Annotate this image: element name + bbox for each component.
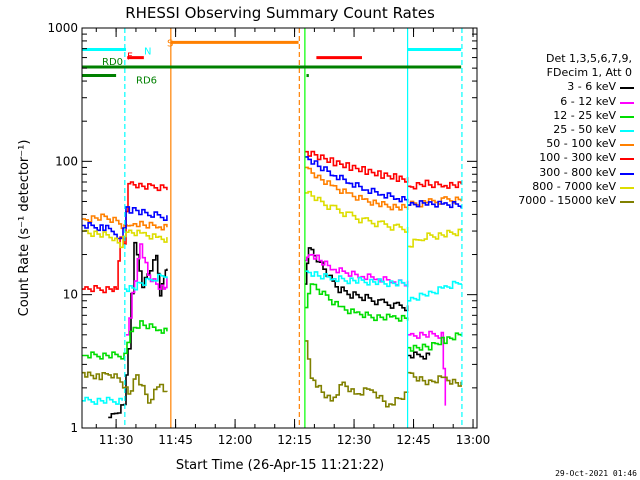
series-line	[82, 371, 168, 404]
series-line	[82, 206, 168, 240]
series-line	[304, 253, 409, 287]
legend-header: FDecim 1, Att 0	[546, 66, 632, 80]
series-line	[407, 371, 462, 387]
annotation-label: RD0	[102, 57, 123, 68]
x-axis-label: Start Time (26-Apr-15 11:21:22)	[176, 458, 384, 473]
series-line	[407, 200, 462, 209]
y-tick-label: 1000	[47, 21, 78, 35]
x-tick-label: 12:45	[396, 433, 431, 447]
y-tick-label: 1	[70, 421, 78, 435]
series-line	[82, 396, 123, 405]
legend-entry: 6 - 12 keV	[560, 94, 616, 108]
series-800-7000keV	[82, 190, 462, 249]
x-tick-label: 12:30	[337, 433, 372, 447]
annotation-label: S	[167, 38, 173, 49]
legend-entry: 3 - 6 keV	[567, 80, 616, 94]
chart-title: RHESSI Observing Summary Count Rates	[125, 4, 435, 22]
series-line	[407, 351, 431, 360]
x-tick-label: 13:00	[456, 433, 491, 447]
x-tick-label: 12:15	[277, 433, 312, 447]
series-6-12keV	[126, 243, 447, 406]
series-line	[304, 247, 409, 312]
y-axis-label: Count Rate (s⁻¹ detector⁻¹)	[17, 140, 32, 317]
series-line	[126, 243, 168, 336]
legend-swatch	[620, 158, 634, 161]
legend-header: Det 1,3,5,6,7,9,	[545, 52, 632, 65]
legend-swatch	[620, 130, 634, 132]
series-line	[108, 241, 168, 419]
series-25-50keV	[82, 270, 462, 405]
legend-swatch	[620, 186, 634, 189]
y-tick-label: 100	[55, 154, 78, 168]
x-tick-label: 11:30	[99, 433, 134, 447]
series-300-800keV	[82, 156, 462, 240]
series-line	[407, 330, 447, 406]
annotation-label: N	[144, 46, 151, 57]
legend-swatch	[620, 172, 634, 175]
legend-entry: 7000 - 15000 keV	[518, 194, 616, 207]
annotation-label: RD6	[136, 76, 157, 87]
x-tick-label: 12:00	[218, 433, 253, 447]
legend-swatch	[620, 101, 634, 104]
y-tick-label: 10	[63, 288, 78, 302]
series-12-25keV	[82, 283, 462, 360]
series-line	[304, 150, 409, 183]
series-line	[407, 228, 462, 248]
series-line	[304, 283, 409, 322]
annotation-layer: N S F RD0 RD6	[82, 28, 463, 428]
legend-swatch	[620, 115, 634, 118]
series-line	[407, 179, 462, 190]
series-line	[304, 190, 409, 233]
legend-entry: 50 - 100 keV	[546, 137, 616, 151]
annotation-label: F	[127, 52, 133, 63]
legend-swatch	[620, 144, 634, 147]
x-tick-label: 11:45	[158, 433, 193, 447]
series-100-300keV	[82, 150, 462, 294]
footer-timestamp: 29-Oct-2021 01:46	[555, 469, 637, 478]
series-line	[82, 320, 168, 360]
plot-frame	[81, 27, 478, 429]
series-line	[82, 181, 168, 294]
series-line	[304, 270, 409, 288]
series-layer	[82, 150, 462, 419]
legend-entry: 12 - 25 keV	[553, 108, 616, 122]
series-line	[304, 156, 409, 203]
series-line	[407, 280, 462, 302]
series-7000-15000keV	[82, 340, 462, 408]
legend-entry: 300 - 800 keV	[539, 165, 616, 179]
series-3-6keV	[108, 241, 431, 419]
legend-entry: 800 - 7000 keV	[532, 179, 616, 193]
legend-entry: 100 - 300 keV	[539, 151, 616, 165]
legend-entry: 25 - 50 keV	[553, 123, 616, 136]
series-line	[124, 273, 168, 293]
series-line	[82, 229, 168, 249]
legend-swatch	[620, 87, 634, 90]
series-line	[304, 340, 409, 408]
series-line	[82, 213, 168, 231]
axis-layer: 11:30 11:45 12:00 12:15 12:30 12:45 13:00 1 10 10…	[47, 21, 490, 447]
series-line	[407, 332, 462, 352]
legend-swatch	[620, 201, 634, 203]
series-line	[304, 166, 409, 211]
